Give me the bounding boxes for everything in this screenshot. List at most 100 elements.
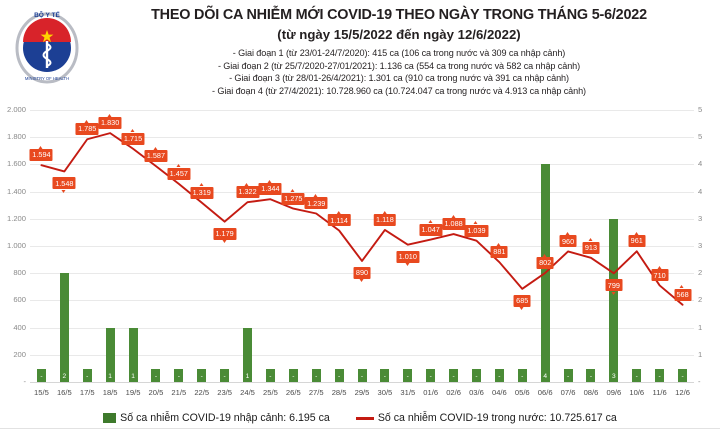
x-tick-12-6: 12/6: [675, 388, 690, 397]
point-label-29-5: 890: [353, 266, 371, 283]
label-tail: [679, 285, 684, 289]
bar-value-label: -: [406, 373, 409, 380]
svg-text:MINISTRY OF HEALTH: MINISTRY OF HEALTH: [25, 76, 69, 81]
bar-15-5: [36, 369, 46, 382]
label-tail: [199, 183, 204, 187]
legend-label-imported: Số ca nhiễm COVID-19 nhập cảnh: 6.195 ca: [120, 412, 330, 424]
label-tail: [153, 146, 158, 150]
point-label-03-6: 1.039: [464, 221, 488, 237]
bar-value-label: -: [383, 373, 386, 380]
x-tick-03-6: 03/6: [469, 388, 484, 397]
y-tick-right: 5: [698, 105, 703, 114]
bar-10-6: [632, 369, 642, 382]
bar-08-6: [586, 369, 596, 382]
bar-24-5: [243, 327, 253, 382]
gridline: [30, 218, 694, 220]
x-tick-04-6: 04/6: [491, 388, 507, 397]
x-tick-22-5: 22/5: [194, 388, 210, 397]
point-label-11-6: 710: [651, 266, 669, 282]
y-tick-left: 1.400: [6, 186, 26, 196]
chart-legend: Số ca nhiễm COVID-19 nhập cảnh: 6.195 ca…: [0, 408, 720, 428]
bar-value-label: 2: [62, 373, 67, 380]
bar-value-label: -: [658, 373, 661, 380]
label-tail: [222, 240, 227, 244]
gridline: [30, 300, 694, 302]
bar-16-5: [59, 273, 69, 382]
legend-item-domestic: Số ca nhiễm COVID-19 trong nước: 10.725.…: [355, 412, 617, 424]
bar-04-6: [494, 369, 504, 382]
ministry-of-health-logo-icon: BỘ Y TẾ MINISTRY OF HEALTH: [14, 8, 80, 88]
bar-23-5: [220, 369, 230, 382]
x-tick-20-5: 20/5: [148, 388, 164, 397]
label-tail: [634, 231, 639, 235]
gridline: [30, 327, 694, 329]
label-tail: [267, 179, 272, 183]
phase-line: - Giai đoạn 3 (từ 28/01-26/4/2021): 1.30…: [229, 73, 569, 84]
bar-value-label: 1: [245, 373, 250, 380]
red-line-icon: [355, 416, 374, 420]
bar-26-5: [288, 369, 298, 382]
y-tick-right: 4: [698, 159, 703, 169]
y-tick-right: 2: [698, 295, 703, 305]
point-label-10-6: 961: [628, 231, 646, 248]
x-tick-23-5: 23/5: [217, 388, 232, 397]
x-tick-11-6: 11/6: [652, 388, 667, 397]
label-tail: [519, 307, 524, 311]
point-label-28-5: 1.114: [327, 211, 351, 227]
svg-text:BỘ Y TẾ: BỘ Y TẾ: [34, 9, 60, 19]
bar-value-label: -: [521, 373, 524, 380]
bar-value-label: 1: [131, 373, 135, 380]
bar-value-label: -: [200, 373, 203, 380]
x-tick-29-5: 29/5: [354, 388, 370, 397]
point-label-27-5: 1.239: [304, 194, 328, 210]
bar-value-label: -: [452, 373, 455, 380]
label-tail: [382, 210, 387, 214]
bar-value-label: -: [315, 373, 318, 380]
legend-item-imported: Số ca nhiễm COVID-19 nhập cảnh: 6.195 ca: [103, 412, 330, 424]
bar-value-label: 4: [543, 373, 547, 380]
bar-29-5: [357, 369, 367, 382]
label-tail: [290, 189, 295, 193]
gridline: [30, 110, 694, 111]
bar-28-5: [334, 369, 344, 382]
y-tick-right: 1: [698, 349, 703, 359]
label-tail: [130, 129, 135, 133]
bar-02-6: [449, 369, 459, 382]
x-tick-30-5: 30/5: [377, 388, 393, 397]
plot-area: 2.000 1.800 1.600 1.400 1.200 1.000 800 600 400 2…: [0, 104, 720, 390]
phase-summary-list: - Giai đoạn 1 (từ 23/01-24/7/2020): 415 …: [92, 47, 706, 97]
chart-header: BỘ Y TẾ MINISTRY OF HEALTH THEO DÕI CA N…: [0, 0, 720, 100]
x-tick-26-5: 26/5: [285, 388, 301, 397]
bar-value-label: 1: [108, 373, 112, 380]
x-tick-17-5: 17/5: [79, 388, 95, 397]
label-tail: [611, 291, 616, 295]
x-tick-07-6: 07/6: [560, 388, 576, 397]
label-tail: [542, 253, 547, 257]
bar-07-6: [563, 369, 573, 382]
y-tick-right: 2: [698, 268, 703, 278]
label-tail: [359, 279, 364, 283]
point-label-05-6: 685: [513, 294, 531, 311]
bar-value-label: -: [269, 373, 272, 380]
point-label-23-5: 1.179: [213, 227, 237, 244]
point-label-31-5: 1.010: [396, 250, 420, 266]
bar-03-6: [471, 369, 481, 382]
y-tick-left: 1.800: [6, 132, 26, 142]
point-label-30-5: 1.118: [373, 210, 397, 226]
bar-value-label: -: [154, 373, 158, 380]
bar-21-5: [174, 369, 184, 382]
green-square-icon: [103, 413, 117, 423]
bar-19-5: [128, 327, 138, 382]
point-label-07-6: 960: [559, 232, 577, 248]
point-label-08-6: 913: [582, 238, 600, 254]
point-label-26-5: 1.275: [281, 189, 305, 205]
x-tick-31-5: 31/5: [400, 388, 416, 397]
x-tick-18-5: 18/5: [102, 388, 118, 397]
x-tick-25-5: 25/5: [263, 388, 278, 397]
page-subtitle: (từ ngày 15/5/2022 đến ngày 12/6/2022): [277, 27, 521, 42]
label-tail: [61, 189, 66, 193]
bar-12-6: [678, 369, 688, 382]
bar-17-5: [82, 369, 92, 382]
phase-line: - Giai đoạn 2 (từ 25/7/2020-27/01/2021):…: [217, 60, 581, 71]
label-tail: [336, 211, 341, 215]
